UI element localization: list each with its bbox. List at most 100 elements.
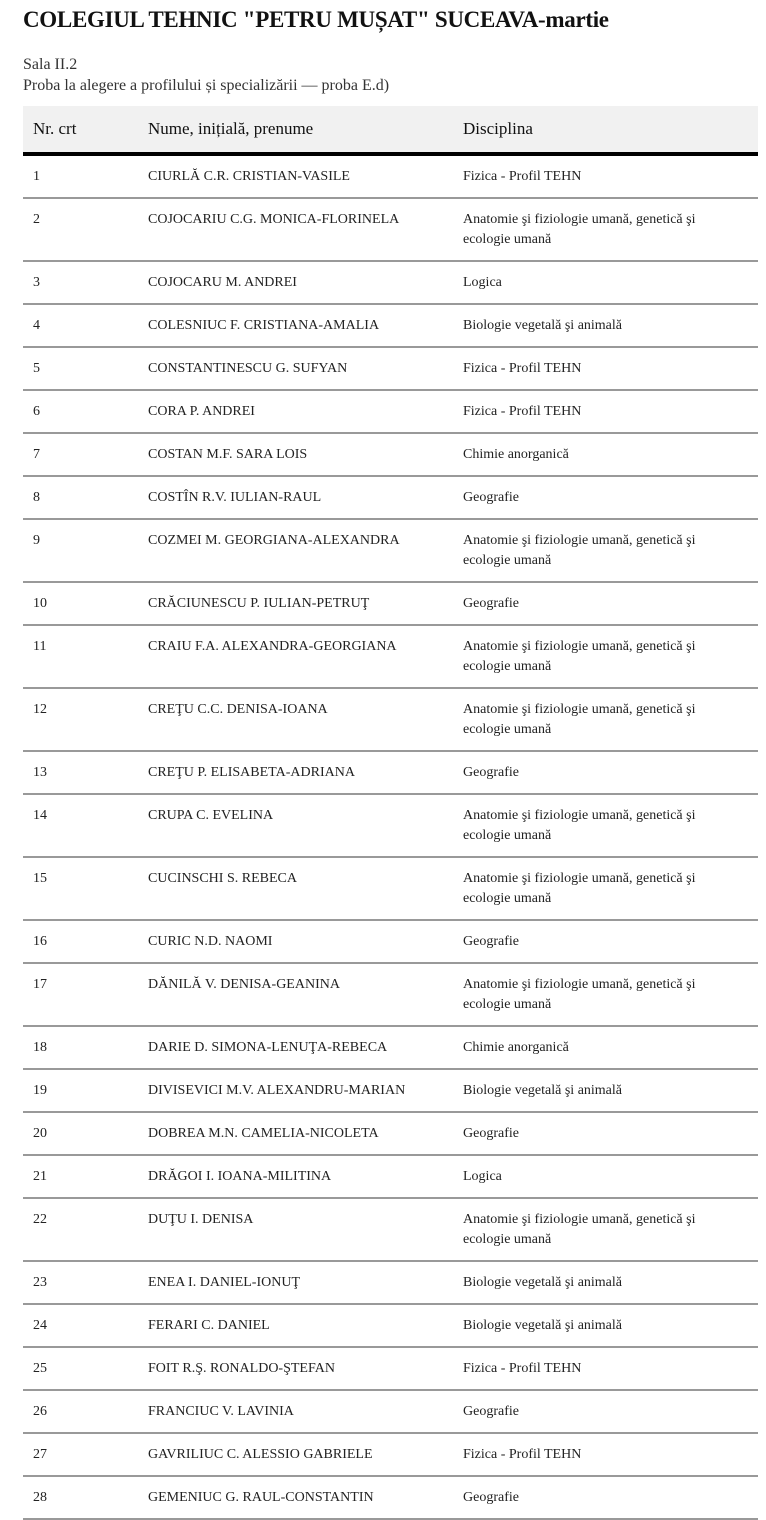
cell-nr: 3: [23, 261, 148, 305]
cell-nr: 13: [23, 751, 148, 795]
cell-name: CRĂCIUNESCU P. IULIAN-PETRUŢ: [148, 582, 463, 626]
cell-nr: 5: [23, 347, 148, 391]
table-row: 16 CURIC N.D. NAOMI Geografie: [23, 920, 758, 964]
exam-label: Proba la alegere a profilului și special…: [23, 77, 390, 94]
cell-nr: 23: [23, 1261, 148, 1305]
cell-name: COSTÎN R.V. IULIAN-RAUL: [148, 476, 463, 520]
cell-name: COLESNIUC F. CRISTIANA-AMALIA: [148, 304, 463, 348]
cell-nr: 21: [23, 1155, 148, 1199]
cell-name: CREŢU C.C. DENISA-IOANA: [148, 688, 463, 752]
table-row: 10 CRĂCIUNESCU P. IULIAN-PETRUŢ Geografie: [23, 582, 758, 626]
cell-nr: 10: [23, 582, 148, 626]
cell-nr: 11: [23, 625, 148, 689]
cell-name: COSTAN M.F. SARA LOIS: [148, 433, 463, 477]
cell-name: FRANCIUC V. LAVINIA: [148, 1390, 463, 1434]
header-name: Nume, inițială, prenume: [148, 106, 463, 156]
cell-name: DĂNILĂ V. DENISA-GEANINA: [148, 963, 463, 1027]
cell-nr: 8: [23, 476, 148, 520]
cell-nr: 20: [23, 1112, 148, 1156]
cell-nr: 24: [23, 1304, 148, 1348]
cell-name: CONSTANTINESCU G. SUFYAN: [148, 347, 463, 391]
cell-discipline: Fizica - Profil TEHN: [463, 1347, 758, 1391]
cell-discipline: Biologie vegetală şi animală: [463, 304, 758, 348]
table-row: 19 DIVISEVICI M.V. ALEXANDRU-MARIAN Biolog…: [23, 1069, 758, 1113]
cell-nr: 26: [23, 1390, 148, 1434]
cell-name: DOBREA M.N. CAMELIA-NICOLETA: [148, 1112, 463, 1156]
table-row: 7 COSTAN M.F. SARA LOIS Chimie anorganică: [23, 433, 758, 477]
cell-nr: 1: [23, 154, 148, 199]
table-row: 18 DARIE D. SIMONA-LENUŢA-REBECA Chimie an…: [23, 1026, 758, 1070]
cell-discipline: Geografie: [463, 1476, 758, 1520]
cell-nr: 4: [23, 304, 148, 348]
cell-discipline: Anatomie şi fiziologie umană, genetică ş…: [463, 625, 758, 689]
cell-discipline: Logica: [463, 1155, 758, 1199]
cell-name: CRUPA C. EVELINA: [148, 794, 463, 858]
cell-nr: 7: [23, 433, 148, 477]
table-row: 2 COJOCARIU C.G. MONICA-FLORINELA Anatomie…: [23, 198, 758, 262]
cell-discipline: Geografie: [463, 476, 758, 520]
table-row: 21 DRĂGOI I. IOANA-MILITINA Logica: [23, 1155, 758, 1199]
cell-discipline: Logica: [463, 261, 758, 305]
cell-discipline: Biologie vegetală şi animală: [463, 1304, 758, 1348]
cell-name: GAVRILIUC C. ALESSIO GABRIELE: [148, 1433, 463, 1477]
cell-nr: 17: [23, 963, 148, 1027]
cell-discipline: Chimie anorganică: [463, 1026, 758, 1070]
cell-name: ENEA I. DANIEL-IONUŢ: [148, 1261, 463, 1305]
cell-nr: 28: [23, 1476, 148, 1520]
table-row: 24 FERARI C. DANIEL Biologie vegetală şi a…: [23, 1304, 758, 1348]
table-row: 13 CREŢU P. ELISABETA-ADRIANA Geografie: [23, 751, 758, 795]
table-row: 23 ENEA I. DANIEL-IONUŢ Biologie vegetală …: [23, 1261, 758, 1305]
table-header-row: Nr. crt Nume, inițială, prenume Discipli…: [23, 106, 758, 156]
header-discipline: Disciplina: [463, 106, 758, 156]
table-row: 9 COZMEI M. GEORGIANA-ALEXANDRA Anatomie ş…: [23, 519, 758, 583]
cell-discipline: Geografie: [463, 1112, 758, 1156]
table-row: 28 GEMENIUC G. RAUL-CONSTANTIN Geografie: [23, 1476, 758, 1520]
cell-discipline: Biologie vegetală şi animală: [463, 1069, 758, 1113]
cell-nr: 18: [23, 1026, 148, 1070]
table-row: 27 GAVRILIUC C. ALESSIO GABRIELE Fizica - …: [23, 1433, 758, 1477]
cell-name: CREŢU P. ELISABETA-ADRIANA: [148, 751, 463, 795]
cell-discipline: Geografie: [463, 1390, 758, 1434]
cell-name: DIVISEVICI M.V. ALEXANDRU-MARIAN: [148, 1069, 463, 1113]
cell-discipline: Biologie vegetală şi animală: [463, 1261, 758, 1305]
cell-nr: 15: [23, 857, 148, 921]
cell-discipline: Geografie: [463, 582, 758, 626]
cell-discipline: Fizica - Profil TEHN: [463, 1433, 758, 1477]
table-row: 26 FRANCIUC V. LAVINIA Geografie: [23, 1390, 758, 1434]
table-row: 15 CUCINSCHI S. REBECA Anatomie şi fiziolo…: [23, 857, 758, 921]
cell-nr: 2: [23, 198, 148, 262]
table-row: 22 DUŢU I. DENISA Anatomie şi fiziologie u…: [23, 1198, 758, 1262]
cell-name: CUCINSCHI S. REBECA: [148, 857, 463, 921]
table-row: 5 CONSTANTINESCU G. SUFYAN Fizica - Profil…: [23, 347, 758, 391]
cell-name: COZMEI M. GEORGIANA-ALEXANDRA: [148, 519, 463, 583]
table-row: 11 CRAIU F.A. ALEXANDRA-GEORGIANA Anatomie…: [23, 625, 758, 689]
cell-name: COJOCARU M. ANDREI: [148, 261, 463, 305]
table-row: 17 DĂNILĂ V. DENISA-GEANINA Anatomie şi fi…: [23, 963, 758, 1027]
cell-name: DRĂGOI I. IOANA-MILITINA: [148, 1155, 463, 1199]
cell-discipline: Geografie: [463, 751, 758, 795]
cell-name: CIURLĂ C.R. CRISTIAN-VASILE: [148, 154, 463, 199]
cell-name: CRAIU F.A. ALEXANDRA-GEORGIANA: [148, 625, 463, 689]
cell-discipline: Anatomie şi fiziologie umană, genetică ş…: [463, 1198, 758, 1262]
table-row: 6 CORA P. ANDREI Fizica - Profil TEHN: [23, 390, 758, 434]
cell-name: DARIE D. SIMONA-LENUŢA-REBECA: [148, 1026, 463, 1070]
cell-nr: 25: [23, 1347, 148, 1391]
cell-discipline: Anatomie şi fiziologie umană, genetică ş…: [463, 857, 758, 921]
table-row: 25 FOIT R.Ş. RONALDO-ŞTEFAN Fizica - Profi…: [23, 1347, 758, 1391]
cell-name: DUŢU I. DENISA: [148, 1198, 463, 1262]
cell-name: CURIC N.D. NAOMI: [148, 920, 463, 964]
cell-nr: 12: [23, 688, 148, 752]
cell-nr: 16: [23, 920, 148, 964]
cell-discipline: Fizica - Profil TEHN: [463, 154, 758, 199]
cell-name: FOIT R.Ş. RONALDO-ŞTEFAN: [148, 1347, 463, 1391]
cell-nr: 22: [23, 1198, 148, 1262]
cell-discipline: Anatomie şi fiziologie umană, genetică ş…: [463, 794, 758, 858]
table-row: 1 CIURLĂ C.R. CRISTIAN-VASILE Fizica - Pro…: [23, 154, 758, 199]
cell-name: CORA P. ANDREI: [148, 390, 463, 434]
table-row: 12 CREŢU C.C. DENISA-IOANA Anatomie şi fiz…: [23, 688, 758, 752]
header-nr: Nr. crt: [23, 106, 148, 156]
table-row: 14 CRUPA C. EVELINA Anatomie şi fiziologie…: [23, 794, 758, 858]
students-table: Nr. crt Nume, inițială, prenume Discipli…: [23, 106, 758, 1520]
cell-nr: 27: [23, 1433, 148, 1477]
